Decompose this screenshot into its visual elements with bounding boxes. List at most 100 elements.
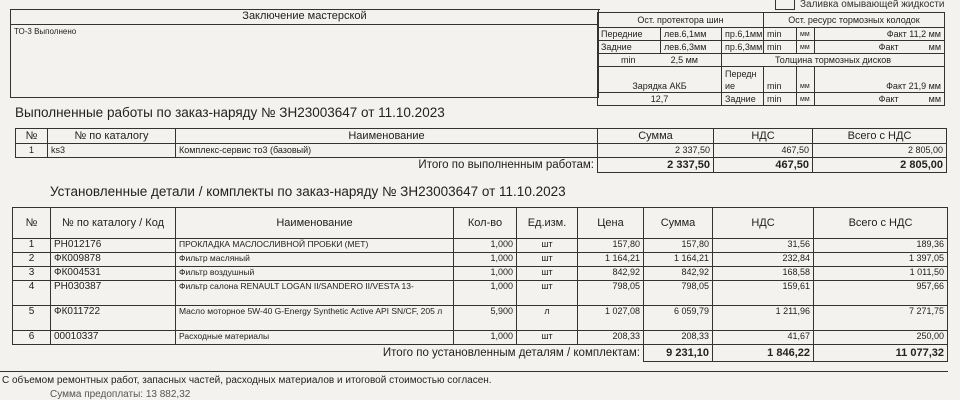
parts-cell: 157,80	[643, 238, 713, 253]
tread-min-cell: min 2,5 мм	[597, 53, 722, 67]
parts-cell: 4	[12, 280, 51, 306]
parts-cell: 798,05	[577, 280, 644, 306]
disc-rear-min: min	[763, 92, 797, 106]
front-label: Передние	[597, 27, 661, 41]
pads-title: Ост. ресурс тормозных колодок	[763, 12, 945, 28]
parts-cell: 1	[12, 238, 51, 253]
workshop-box: Заключение мастерской ТО-3 Выполнено	[10, 9, 599, 98]
works-cell: 2 805,00	[812, 143, 947, 158]
disc-front-min: min	[763, 66, 797, 93]
parts-cell: 1 211,96	[712, 305, 814, 331]
parts-total-sum: 9 231,10	[643, 344, 713, 362]
parts-column-header: Наименование	[175, 207, 454, 239]
parts-cell: 157,80	[577, 238, 644, 253]
parts-cell: шт	[516, 280, 578, 306]
parts-cell: 1,000	[453, 280, 517, 306]
parts-cell: шт	[516, 266, 578, 281]
parts-cell: 2	[12, 252, 51, 267]
works-column-header: Наименование	[175, 128, 598, 144]
parts-cell: ПРОКЛАДКА МАСЛОСЛИВНОЙ ПРОБКИ (МЕТ)	[175, 238, 454, 253]
rear-fact-unit: мм	[928, 41, 941, 52]
front-right: пр.6,1мм	[721, 27, 764, 41]
disc-front-label: Передние	[721, 66, 764, 93]
top-rule	[10, 9, 600, 10]
works-total-row: Итого по выполненным работам: 2 337,50 4…	[16, 157, 947, 173]
table-row: 5 ФК011722 Масло моторное 5W-40 G-Energy S…	[12, 305, 948, 331]
parts-cell: 7 271,75	[813, 305, 948, 331]
parts-cell: Фильтр масляный	[175, 252, 454, 267]
parts-cell: 1,000	[453, 330, 517, 345]
parts-cell: шт	[516, 238, 578, 253]
discs-title: Толщина тормозных дисков	[721, 53, 945, 67]
parts-cell: 1 027,08	[577, 305, 644, 331]
bottom-rule	[0, 371, 948, 372]
table-row: 6 00010337 Расходные материалы 1,000 шт 208,3…	[12, 330, 948, 345]
parts-cell: 00010337	[50, 330, 176, 345]
parts-cell: ФК011722	[50, 305, 176, 331]
works-column-header: №	[15, 128, 48, 144]
parts-cell: 6	[12, 330, 51, 345]
parts-cell: РН012176	[50, 238, 176, 253]
front-unit: мм	[796, 27, 815, 41]
parts-cell: 1,000	[453, 238, 517, 253]
prepayment-text: Сумма предоплаты: 13 882,32	[50, 389, 191, 400]
parts-cell: л	[516, 305, 578, 331]
tread-min-label: min	[621, 54, 636, 65]
parts-cell: 1 397,05	[813, 252, 948, 267]
parts-cell: Масло моторное 5W-40 G-Energy Synthetic …	[175, 305, 454, 331]
disc-rear-fact: Факт	[878, 93, 899, 104]
works-cell: 467,50	[713, 143, 813, 158]
tread-min-value: 2,5 мм	[670, 54, 698, 65]
front-min: min	[763, 27, 797, 41]
works-table: № № по каталогу Наименование Сумма НДС Всего …	[15, 128, 947, 173]
parts-column-header: Цена	[577, 207, 644, 239]
parts-total-with-vat: 11 077,32	[813, 344, 948, 362]
battery-value: 12,7	[597, 92, 722, 106]
parts-cell: 41,67	[712, 330, 814, 345]
works-cell: 1	[15, 143, 48, 158]
parts-cell: 1,000	[453, 266, 517, 281]
parts-cell: РН030387	[50, 280, 176, 306]
rear-fact: Факт	[878, 41, 899, 52]
works-cell: Комплекс-сервис то3 (базовый)	[175, 143, 598, 158]
disc-front-fact: Факт 21,9 мм	[814, 66, 945, 93]
parts-column-header: Кол-во	[453, 207, 517, 239]
parts-cell: ФК004531	[50, 266, 176, 281]
parts-total-label: Итого по установленным деталям / комплек…	[382, 346, 640, 359]
parts-cell: 31,56	[712, 238, 814, 253]
works-column-header: Всего с НДС	[812, 128, 947, 144]
rear-label: Задние	[597, 40, 661, 54]
rear-right: пр.6,3мм	[721, 40, 764, 54]
parts-cell: 232,84	[712, 252, 814, 267]
table-row: 1 РН012176 ПРОКЛАДКА МАСЛОСЛИВНОЙ ПРОБКИ (…	[12, 238, 948, 253]
parts-cell: 798,05	[643, 280, 713, 306]
works-total-vat: 467,50	[713, 157, 813, 173]
inspection-table: Ост. протектора шин Ост. ресурс тормозных…	[597, 12, 945, 106]
parts-cell: 1 011,50	[813, 266, 948, 281]
works-column-header: НДС	[713, 128, 813, 144]
parts-total-row: Итого по установленным деталям / комплек…	[13, 344, 948, 362]
parts-cell: 159,61	[712, 280, 814, 306]
rear-unit: мм	[796, 40, 815, 54]
parts-cell: 1 164,21	[577, 252, 644, 267]
parts-total-vat: 1 846,22	[712, 344, 814, 362]
works-column-header: № по каталогу	[47, 128, 176, 144]
parts-column-header: Всего с НДС	[813, 207, 948, 239]
disc-rear-label: Задние	[721, 92, 764, 106]
parts-cell: шт	[516, 252, 578, 267]
parts-column-header: Ед.изм.	[516, 207, 578, 239]
table-row: 1 ks3 Комплекс-сервис то3 (базовый) 2 337,5…	[15, 143, 947, 158]
works-heading: Выполненные работы по заказ-наряду № ЗН2…	[15, 105, 445, 120]
parts-cell: 5	[12, 305, 51, 331]
table-row: 2 ФК009878 Фильтр масляный 1,000 шт 1 164,21 1…	[12, 252, 948, 267]
disc-rear-fact-unit: мм	[928, 93, 941, 104]
fluid-checkbox-label: Заливка омывающей жидкости	[800, 0, 945, 10]
parts-cell: 3	[12, 266, 51, 281]
works-total-sum: 2 337,50	[597, 157, 714, 173]
parts-cell: 6 059,79	[643, 305, 713, 331]
parts-cell: 842,92	[577, 266, 644, 281]
parts-cell: 957,66	[813, 280, 948, 306]
workshop-text: ТО-3 Выполнено	[14, 27, 77, 36]
fluid-checkbox	[775, 0, 795, 10]
works-column-header: Сумма	[597, 128, 714, 144]
